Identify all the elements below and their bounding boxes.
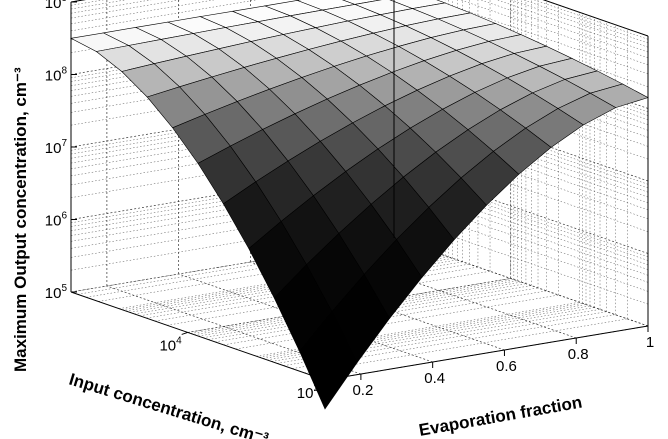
x-axis-line bbox=[324, 325, 649, 381]
floor-gridline bbox=[187, 278, 511, 333]
x-tick-label: 0.4 bbox=[424, 370, 445, 387]
z-tick-label: 108 bbox=[45, 66, 68, 85]
y-tick-mark bbox=[318, 379, 326, 383]
z-tick-label: 109 bbox=[45, 0, 68, 12]
side-wall-minor-gridline bbox=[510, 0, 649, 48]
z-tick-label: 107 bbox=[45, 138, 68, 157]
z-tick-label: 105 bbox=[45, 283, 68, 302]
y-axis-label: Input concentration, cm⁻³ bbox=[67, 370, 271, 439]
floor-gridline bbox=[178, 273, 433, 363]
y-axis-line bbox=[70, 291, 326, 381]
surface-layer bbox=[70, 0, 649, 410]
side-wall-minor-gridline bbox=[460, 0, 649, 66]
surface-patch bbox=[299, 311, 358, 410]
y-tick-mark bbox=[181, 331, 188, 335]
y-tick-label: 104 bbox=[159, 335, 182, 354]
tick-layer: 105 106 107 108 109 102 104 0.2 0.4 0.6 0.8 1 bbox=[45, 0, 654, 402]
side-wall-minor-gridline bbox=[480, 0, 649, 59]
x-tick-label: 0.8 bbox=[568, 346, 589, 363]
z-axis-label: Maximum Output concentration, cm⁻³ bbox=[11, 67, 30, 372]
x-axis-label: Evaporation fraction bbox=[417, 393, 583, 439]
y-tick-label: 102 bbox=[297, 383, 320, 402]
top-side-edge bbox=[542, 0, 649, 37]
z-tick-label: 106 bbox=[45, 211, 68, 230]
x-tick-label: 1 bbox=[646, 334, 654, 351]
x-tick-label: 0.6 bbox=[496, 358, 517, 375]
side-wall-minor-gridline bbox=[496, 0, 649, 53]
x-tick-label: 0.2 bbox=[352, 382, 373, 399]
